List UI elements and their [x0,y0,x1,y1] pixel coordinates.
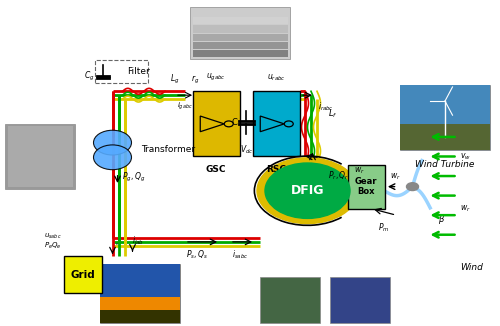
Text: Wind Turbine: Wind Turbine [416,160,474,169]
Bar [100,264,180,297]
Circle shape [257,158,358,224]
Text: Gear
Box: Gear Box [355,177,378,196]
Bar [400,85,490,124]
Bar [348,165,385,209]
Bar [192,17,288,24]
Text: $^c$: $^c$ [115,242,119,247]
Bar [192,25,288,33]
Text: RSC: RSC [266,165,286,174]
Text: $u_{sabc}$: $u_{sabc}$ [44,232,62,241]
Bar [8,126,72,187]
Bar [400,85,490,150]
Text: $w_r$: $w_r$ [460,203,470,214]
Text: DFIG: DFIG [291,184,324,197]
Text: $\beta$: $\beta$ [438,213,444,226]
Text: Grid: Grid [70,270,95,280]
Bar [330,277,390,323]
Bar [100,310,180,323]
Text: $i_{sabc}$: $i_{sabc}$ [232,248,248,261]
Bar [100,297,180,310]
Bar [192,42,288,49]
Text: Transformer: Transformer [142,145,196,155]
Text: $P_s, Q_s$: $P_s, Q_s$ [186,248,208,261]
Circle shape [406,183,418,190]
Bar [192,91,240,156]
Bar [400,124,490,150]
Text: $C_g$: $C_g$ [84,70,95,83]
Text: $r_g$: $r_g$ [191,74,199,86]
Text: $P_e Q_e$: $P_e Q_e$ [44,241,62,251]
Text: $i_{gabc}$: $i_{gabc}$ [177,100,193,111]
Text: $v_w$: $v_w$ [460,151,471,162]
Text: $i_{lab}$: $i_{lab}$ [132,235,144,247]
Circle shape [265,163,350,218]
Text: $L_g$: $L_g$ [170,73,179,86]
Text: $P_m$: $P_m$ [378,222,390,234]
Bar [190,7,290,59]
Bar [192,50,288,57]
Bar [5,124,75,189]
Bar [64,256,102,293]
Text: $V_{dc}$: $V_{dc}$ [240,143,253,156]
Text: C: C [232,118,237,127]
Text: Filter: Filter [128,67,150,76]
Text: Wind: Wind [460,263,483,272]
Text: $u_{gabc}$: $u_{gabc}$ [206,72,226,83]
Circle shape [94,130,132,155]
Text: $P_g, Q_g$: $P_g, Q_g$ [122,171,146,184]
Circle shape [94,145,132,170]
Text: $w_r$: $w_r$ [354,166,364,176]
Text: $L_f$: $L_f$ [328,108,338,120]
Text: GSC: GSC [206,165,227,174]
Text: $i_{rabc}$: $i_{rabc}$ [318,100,334,112]
Bar [192,34,288,41]
Bar [252,91,300,156]
Text: $u_{rabc}$: $u_{rabc}$ [267,73,285,83]
Bar [100,264,180,323]
Text: $w_r$: $w_r$ [390,171,400,182]
Text: $P_r, Q_r$: $P_r, Q_r$ [328,170,349,182]
Bar [260,277,320,323]
